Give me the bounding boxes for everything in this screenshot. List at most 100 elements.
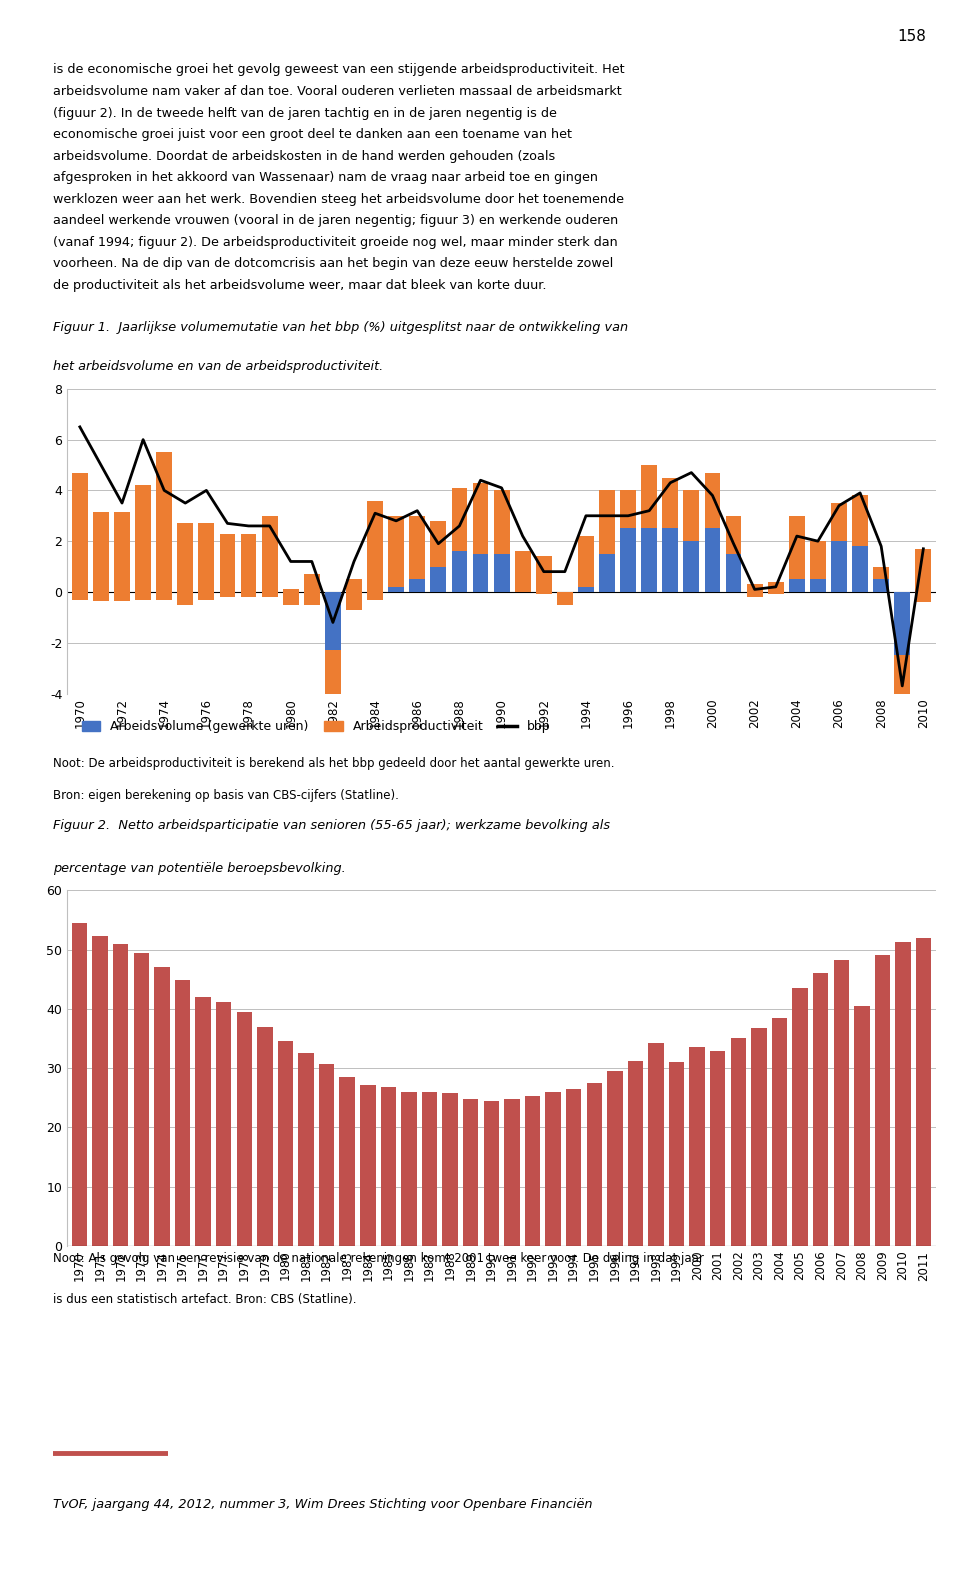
Bar xyxy=(810,579,826,592)
Text: TvOF, jaargang 44, 2012, nummer 3, Wim Drees Stichting voor Openbare Financiën: TvOF, jaargang 44, 2012, nummer 3, Wim D… xyxy=(53,1498,592,1511)
Bar xyxy=(283,589,299,605)
Text: (figuur 2). In de tweede helft van de jaren tachtig en in de jaren negentig is d: (figuur 2). In de tweede helft van de ja… xyxy=(53,106,557,119)
Bar xyxy=(220,533,235,597)
Text: Figuur 1.  Jaarlijkse volumemutatie van het bbp (%) uitgesplitst naar de ontwikk: Figuur 1. Jaarlijkse volumemutatie van h… xyxy=(53,321,628,333)
Bar xyxy=(578,587,594,592)
Bar xyxy=(607,1071,622,1246)
Bar xyxy=(599,490,615,554)
Bar xyxy=(772,1017,787,1246)
Text: voorheen. Na de dip van de dotcomcrisis aan het begin van deze eeuw herstelde zo: voorheen. Na de dip van de dotcomcrisis … xyxy=(53,257,613,270)
Bar xyxy=(536,557,552,595)
Bar xyxy=(792,989,808,1246)
Bar xyxy=(241,533,256,597)
Text: (vanaf 1994; figuur 2). De arbeidsproductiviteit groeide nog wel, maar minder st: (vanaf 1994; figuur 2). De arbeidsproduc… xyxy=(53,235,617,249)
Bar xyxy=(114,513,130,601)
Bar xyxy=(789,579,804,592)
Bar xyxy=(710,1052,726,1246)
Bar xyxy=(493,490,510,554)
Bar xyxy=(620,528,636,592)
Bar xyxy=(831,503,847,541)
Bar xyxy=(504,1098,519,1246)
Bar xyxy=(388,587,404,592)
Bar xyxy=(752,1028,767,1246)
Bar xyxy=(768,592,783,595)
Bar xyxy=(381,1087,396,1246)
Text: Bron: eigen berekening op basis van CBS-cijfers (Statline).: Bron: eigen berekening op basis van CBS-… xyxy=(53,789,398,801)
Bar xyxy=(175,981,190,1246)
Bar xyxy=(451,487,468,551)
Bar xyxy=(304,592,320,605)
Bar xyxy=(557,592,573,605)
Bar xyxy=(833,960,849,1246)
Bar xyxy=(155,968,170,1246)
Bar xyxy=(768,582,783,595)
Bar xyxy=(241,592,256,597)
Bar xyxy=(72,592,87,600)
Bar xyxy=(641,528,657,592)
Bar xyxy=(662,528,678,592)
Bar xyxy=(367,592,383,600)
Text: arbeidsvolume. Doordat de arbeidskosten in de hand werden gehouden (zoals: arbeidsvolume. Doordat de arbeidskosten … xyxy=(53,149,555,162)
Bar xyxy=(875,955,890,1246)
Bar xyxy=(178,592,193,605)
Bar xyxy=(72,473,87,600)
Bar xyxy=(557,592,573,605)
Bar xyxy=(113,944,129,1246)
Bar xyxy=(747,592,762,597)
Bar xyxy=(220,592,235,597)
Legend: Arbeidsvolume (gewerkte uren), Arbeidsproductiviteit, bbp: Arbeidsvolume (gewerkte uren), Arbeidspr… xyxy=(77,716,556,738)
Text: Noot: De arbeidsproductiviteit is berekend als het bbp gedeeld door het aantal g: Noot: De arbeidsproductiviteit is bereke… xyxy=(53,757,614,770)
Bar xyxy=(178,524,193,605)
Bar xyxy=(156,452,172,600)
Bar xyxy=(299,1054,314,1246)
Bar xyxy=(484,1101,499,1246)
Bar xyxy=(895,655,910,701)
Bar xyxy=(705,528,720,592)
Bar xyxy=(367,500,383,600)
Bar xyxy=(916,549,931,601)
Bar xyxy=(689,1047,705,1246)
Bar xyxy=(648,1043,663,1246)
Bar xyxy=(726,516,741,554)
Bar xyxy=(896,943,911,1246)
Bar xyxy=(789,516,804,579)
Bar xyxy=(852,495,868,546)
Text: de productiviteit als het arbeidsvolume weer, maar dat bleek van korte duur.: de productiviteit als het arbeidsvolume … xyxy=(53,279,546,292)
Text: economische groei juist voor een groot deel te danken aan een toename van het: economische groei juist voor een groot d… xyxy=(53,129,572,141)
Bar xyxy=(319,1063,334,1246)
Bar xyxy=(620,490,636,528)
Bar xyxy=(133,952,149,1246)
Text: Noot: Als gevolg van een revisie van de nationale rekeningen komt 2001 twee keer: Noot: Als gevolg van een revisie van de … xyxy=(53,1252,704,1265)
Bar xyxy=(628,1062,643,1246)
Bar xyxy=(388,516,404,587)
Text: is de economische groei het gevolg geweest van een stijgende arbeidsproductivite: is de economische groei het gevolg gewee… xyxy=(53,63,624,76)
Bar xyxy=(854,1006,870,1246)
Bar xyxy=(430,521,446,567)
Bar xyxy=(347,579,362,609)
Bar xyxy=(463,1098,478,1246)
Bar xyxy=(283,592,299,605)
Text: arbeidsvolume nam vaker af dan toe. Vooral ouderen verlieten massaal de arbeidsm: arbeidsvolume nam vaker af dan toe. Voor… xyxy=(53,86,621,98)
Bar xyxy=(430,567,446,592)
Bar xyxy=(93,513,108,601)
Bar xyxy=(114,592,130,601)
Bar xyxy=(135,592,151,600)
Bar xyxy=(409,516,425,579)
Bar xyxy=(401,1092,417,1246)
Bar xyxy=(545,1092,561,1246)
Bar xyxy=(216,1001,231,1246)
Bar xyxy=(72,924,87,1246)
Bar xyxy=(472,482,489,554)
Text: Figuur 2.  Netto arbeidsparticipatie van senioren (55-65 jaar); werkzame bevolki: Figuur 2. Netto arbeidsparticipatie van … xyxy=(53,819,610,832)
Bar xyxy=(810,541,826,579)
Bar xyxy=(443,1093,458,1246)
Bar xyxy=(262,516,277,597)
Bar xyxy=(684,541,699,592)
Bar xyxy=(641,465,657,528)
Bar xyxy=(525,1097,540,1246)
Bar xyxy=(92,936,108,1246)
Bar xyxy=(726,554,741,592)
Bar xyxy=(199,592,214,600)
Text: afgesproken in het akkoord van Wassenaar) nam de vraag naar arbeid toe en gingen: afgesproken in het akkoord van Wassenaar… xyxy=(53,171,598,184)
Bar xyxy=(731,1038,746,1246)
